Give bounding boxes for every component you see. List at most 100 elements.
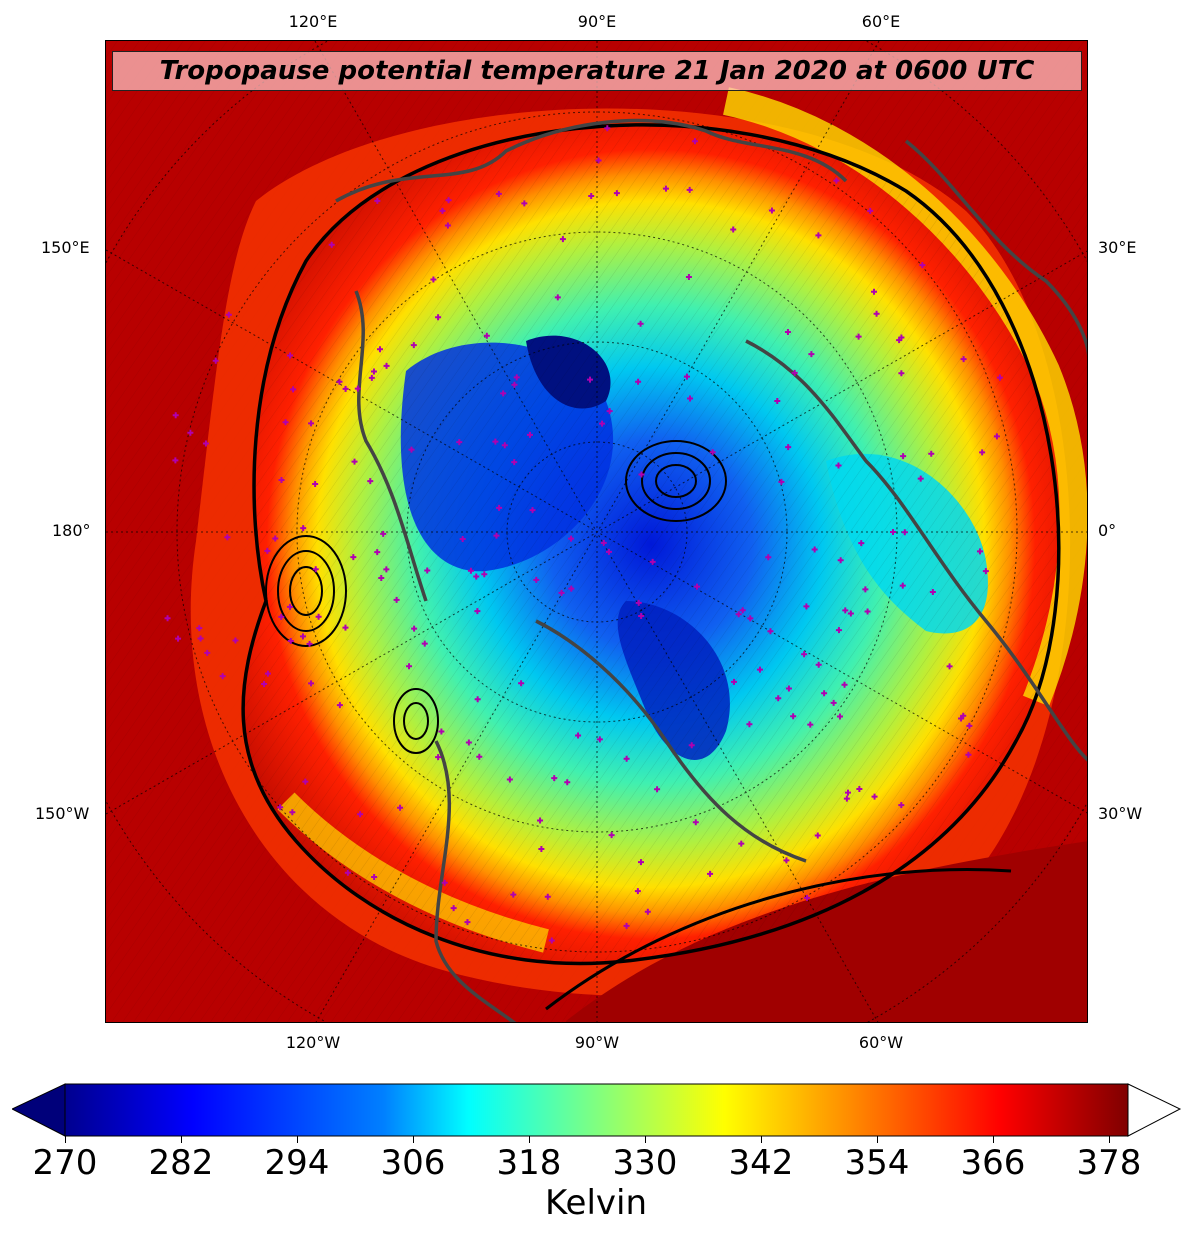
station-marker (439, 207, 446, 214)
lon-label-top-60e: 60°E (861, 12, 901, 31)
station-marker (164, 615, 171, 622)
station-marker (474, 696, 481, 703)
station-marker (807, 721, 814, 728)
station-marker (336, 378, 343, 385)
station-marker (730, 226, 737, 233)
station-marker (929, 588, 936, 595)
station-marker (844, 789, 851, 796)
station-marker (286, 603, 293, 610)
right-label-0: 0° (1098, 521, 1117, 540)
station-marker (378, 575, 385, 582)
station-marker (187, 429, 194, 436)
station-marker (315, 613, 322, 620)
station-marker (441, 879, 448, 886)
station-marker (707, 870, 714, 877)
station-marker (424, 567, 431, 574)
station-marker (856, 786, 863, 793)
station-marker (554, 294, 561, 301)
station-marker (778, 478, 785, 485)
graticule (106, 41, 1087, 1022)
station-marker (406, 663, 413, 670)
colorbar-tick-label: 378 (1076, 1143, 1142, 1183)
station-marker (746, 721, 753, 728)
station-marker (367, 478, 374, 485)
station-marker (858, 540, 865, 547)
colorbar-tick-label: 270 (32, 1143, 98, 1183)
station-marker (600, 539, 607, 546)
station-marker (513, 374, 520, 381)
station-marker (785, 685, 792, 692)
station-marker (459, 535, 466, 542)
station-marker (588, 192, 595, 199)
station-marker (898, 802, 905, 809)
left-label-150w: 150°W (35, 804, 90, 823)
station-marker (492, 438, 499, 445)
station-marker (476, 753, 483, 760)
station-markers (164, 125, 1003, 944)
map-title-box: Tropopause potential temperature 21 Jan … (112, 51, 1082, 91)
station-marker (654, 786, 661, 793)
station-marker (765, 554, 772, 561)
station-marker (830, 699, 837, 706)
station-marker (898, 334, 905, 341)
station-marker (604, 125, 611, 132)
station-marker (623, 755, 630, 762)
colorbar-tick-label: 342 (728, 1143, 794, 1183)
station-marker (993, 433, 1000, 440)
station-marker (811, 546, 818, 553)
station-marker (634, 888, 641, 895)
station-marker (278, 476, 285, 483)
station-marker (871, 288, 878, 295)
station-marker (374, 549, 381, 556)
station-marker (564, 779, 571, 786)
station-marker (306, 640, 313, 647)
warm-tongue-south (566, 841, 1087, 1022)
pressure-contours (265, 440, 727, 754)
station-marker (289, 809, 296, 816)
station-marker (568, 535, 575, 542)
station-marker (735, 611, 742, 618)
station-marker (586, 376, 593, 383)
station-marker (638, 613, 645, 620)
station-marker (493, 532, 500, 539)
station-marker (605, 548, 612, 555)
station-marker (354, 385, 361, 392)
station-marker (370, 368, 377, 375)
station-marker (982, 568, 989, 575)
station-marker (558, 589, 565, 596)
station-marker (790, 713, 797, 720)
station-marker (312, 481, 319, 488)
station-marker (430, 276, 437, 283)
station-marker (538, 845, 545, 852)
station-marker (837, 557, 844, 564)
station-marker (350, 554, 357, 561)
station-marker (649, 558, 656, 565)
station-marker (833, 177, 840, 184)
station-marker (351, 458, 358, 465)
station-marker (685, 273, 692, 280)
station-marker (841, 681, 848, 688)
station-marker (264, 547, 271, 554)
left-label-150e: 150°E (41, 238, 90, 257)
station-marker (172, 457, 179, 464)
colorbar-gradient (64, 1083, 1129, 1137)
station-marker (272, 535, 279, 542)
station-marker (473, 573, 480, 580)
station-marker (730, 678, 737, 685)
station-marker (445, 197, 452, 204)
station-marker (898, 370, 905, 377)
colorbar-min-extend (10, 1083, 66, 1137)
station-marker (686, 186, 693, 193)
station-marker (801, 651, 808, 658)
station-marker (946, 663, 953, 670)
station-marker (510, 891, 517, 898)
map-panel (105, 40, 1088, 1023)
station-marker (383, 362, 390, 369)
station-marker (521, 200, 528, 207)
station-marker (342, 624, 349, 631)
colorbar-tick-label: 306 (380, 1143, 446, 1183)
station-marker (481, 571, 488, 578)
station-marker (533, 576, 540, 583)
station-marker (568, 585, 575, 592)
station-marker (197, 635, 204, 642)
